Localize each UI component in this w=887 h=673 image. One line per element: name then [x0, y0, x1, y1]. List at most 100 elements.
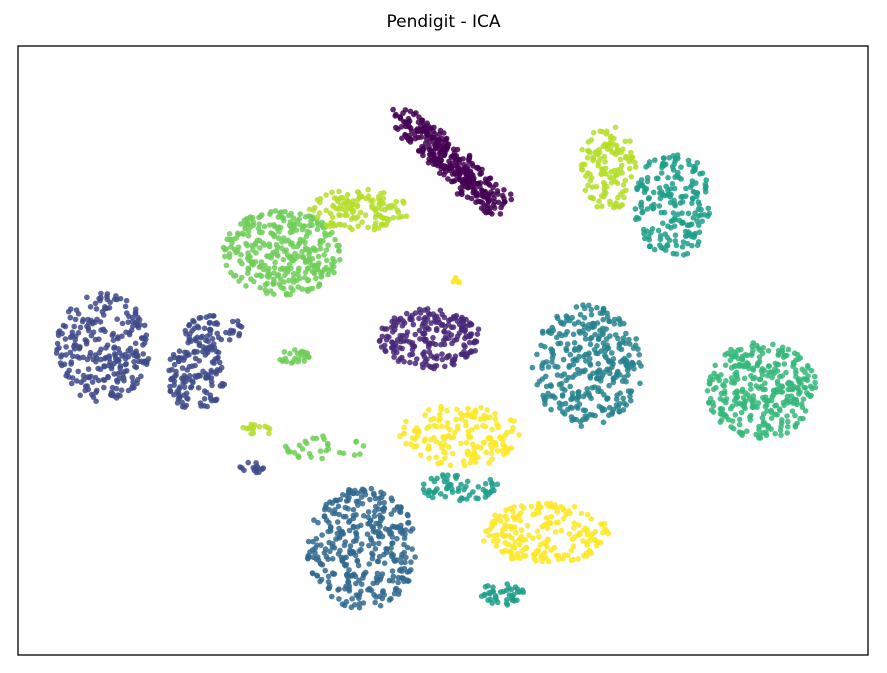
- point-cluster-1: [433, 313, 440, 320]
- point-cluster-9: [472, 459, 479, 465]
- point-cluster-3: [403, 554, 409, 561]
- point-cluster-9: [491, 533, 497, 539]
- point-cluster-3: [395, 579, 401, 586]
- point-cluster-7: [257, 245, 263, 251]
- point-cluster-9: [483, 449, 490, 456]
- point-cluster-2: [89, 379, 96, 385]
- point-cluster-2: [117, 365, 123, 371]
- point-cluster-2: [65, 308, 72, 315]
- point-cluster-7: [328, 261, 335, 267]
- point-cluster-4: [621, 400, 627, 407]
- point-cluster-7: [288, 210, 295, 217]
- point-cluster-3: [355, 562, 362, 569]
- point-cluster-4: [612, 332, 619, 338]
- point-cluster-2: [174, 400, 181, 406]
- point-cluster-7: [295, 284, 302, 290]
- point-cluster-6: [770, 341, 776, 348]
- point-cluster-4: [601, 392, 607, 398]
- point-cluster-7: [264, 273, 271, 279]
- point-cluster-3: [402, 559, 408, 566]
- point-cluster-6: [731, 349, 738, 356]
- point-cluster-7: [319, 219, 325, 226]
- point-cluster-4: [565, 374, 572, 381]
- point-cluster-2: [114, 379, 121, 385]
- point-cluster-3: [412, 554, 418, 560]
- point-cluster-5: [655, 227, 662, 234]
- point-cluster-4: [598, 348, 604, 354]
- point-cluster-3: [361, 513, 367, 519]
- point-cluster-1: [430, 334, 436, 341]
- point-cluster-1: [449, 340, 455, 347]
- point-cluster-2: [173, 372, 179, 378]
- point-cluster-2: [141, 322, 148, 329]
- point-cluster-7: [249, 214, 256, 221]
- point-cluster-1: [386, 334, 392, 340]
- point-cluster-9: [530, 535, 536, 541]
- point-cluster-4: [540, 392, 546, 399]
- point-cluster-6: [704, 388, 711, 394]
- point-cluster-8: [615, 147, 622, 154]
- point-cluster-5: [473, 495, 479, 501]
- point-cluster-1: [393, 341, 399, 347]
- point-cluster-2: [213, 348, 220, 355]
- point-cluster-8: [590, 195, 596, 202]
- point-cluster-3: [405, 520, 411, 526]
- point-cluster-7: [280, 285, 287, 292]
- point-cluster-1: [423, 336, 429, 343]
- point-cluster-7: [314, 266, 321, 273]
- point-cluster-3: [354, 558, 361, 564]
- point-cluster-8: [355, 214, 361, 220]
- point-cluster-2: [98, 290, 104, 297]
- point-cluster-1: [379, 325, 386, 332]
- point-cluster-0: [401, 119, 407, 125]
- point-cluster-6: [809, 385, 815, 392]
- point-cluster-1: [463, 316, 469, 323]
- point-cluster-3: [356, 604, 363, 611]
- point-cluster-2: [138, 335, 145, 341]
- point-cluster-3: [336, 534, 343, 541]
- point-cluster-9: [447, 462, 454, 469]
- point-cluster-0: [413, 110, 419, 116]
- point-cluster-5: [702, 185, 709, 192]
- point-cluster-7: [360, 443, 367, 449]
- point-cluster-2: [113, 385, 120, 392]
- point-cluster-1: [409, 312, 416, 319]
- point-cluster-3: [305, 552, 312, 559]
- point-cluster-7: [242, 222, 249, 229]
- point-cluster-5: [646, 159, 653, 165]
- point-cluster-9: [575, 556, 581, 562]
- point-cluster-5: [682, 228, 689, 235]
- point-cluster-6: [751, 403, 758, 410]
- point-cluster-4: [595, 388, 601, 395]
- point-cluster-9: [489, 426, 495, 433]
- point-cluster-9: [486, 532, 492, 539]
- point-cluster-5: [690, 188, 697, 195]
- point-cluster-0: [433, 141, 439, 148]
- point-cluster-7: [302, 214, 309, 220]
- point-cluster-3: [377, 517, 384, 524]
- point-cluster-9: [464, 412, 471, 419]
- point-cluster-6: [772, 430, 778, 437]
- point-cluster-2: [135, 314, 141, 321]
- point-cluster-9: [461, 462, 468, 469]
- point-cluster-6: [733, 373, 740, 379]
- point-cluster-9: [513, 529, 519, 536]
- point-cluster-4: [606, 382, 612, 389]
- point-cluster-4: [545, 364, 552, 370]
- point-cluster-9: [444, 420, 451, 426]
- point-cluster-5: [470, 489, 476, 495]
- point-cluster-3: [372, 508, 378, 515]
- point-cluster-3: [394, 535, 400, 542]
- point-cluster-3: [353, 580, 359, 587]
- point-cluster-2: [111, 296, 118, 303]
- point-cluster-6: [792, 412, 798, 419]
- point-cluster-7: [305, 288, 311, 294]
- point-cluster-4: [562, 387, 568, 393]
- point-cluster-9: [436, 417, 442, 424]
- point-cluster-8: [622, 138, 628, 145]
- point-cluster-6: [748, 412, 754, 419]
- point-cluster-2: [105, 374, 111, 381]
- point-cluster-5: [428, 475, 435, 482]
- point-cluster-2: [73, 378, 80, 384]
- point-cluster-3: [339, 556, 346, 563]
